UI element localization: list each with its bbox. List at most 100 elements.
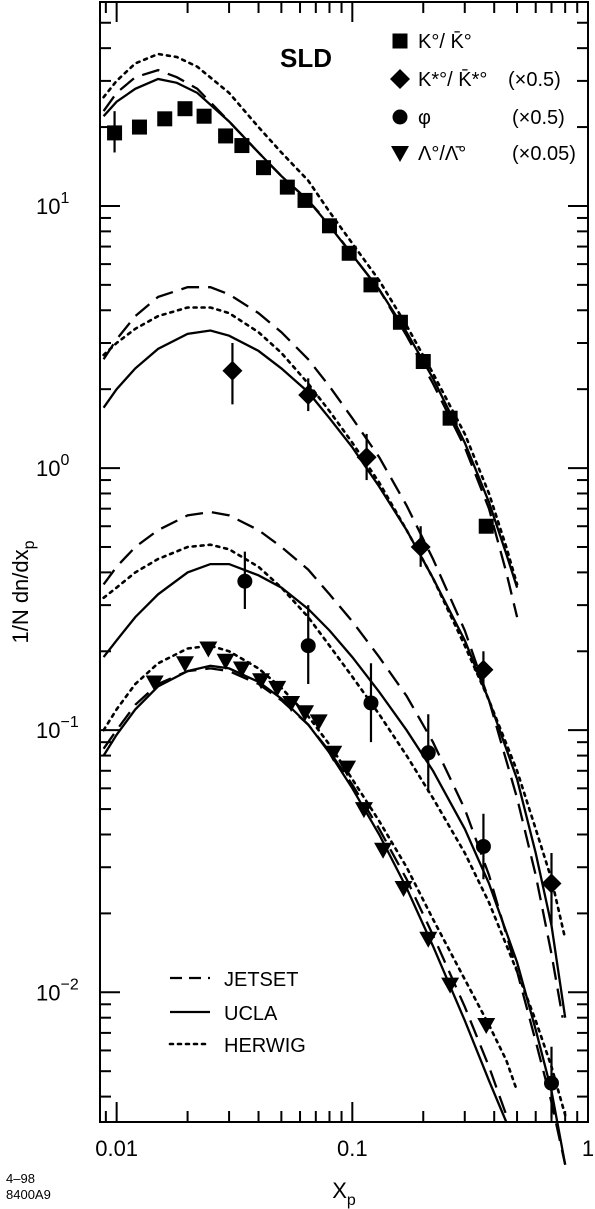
data-point [338,760,357,777]
data-point [309,714,328,731]
legend-marker [391,146,409,162]
y-tick-base: 10 [36,194,60,219]
x-axis-title-main: X [332,1178,347,1203]
legend-scale: (×0.5) [508,69,561,91]
data-point [131,119,147,135]
legend-model-label: UCLA [224,1003,278,1025]
data-point [157,111,173,127]
legend-model-herwig: HERWIG [168,1035,306,1057]
data-point [297,192,313,208]
data-point [363,695,379,711]
data-point [199,641,218,658]
curve-jetset-lambda [102,667,508,1116]
data-point [216,653,235,670]
legend-model-ucla: UCLA [170,1003,278,1025]
legend-label: φ [418,107,431,129]
y-tick-label: 101 [36,190,69,219]
y-axis-title: 1/N dn/dxp [8,540,38,643]
y-axis-title-sub: p [21,540,38,549]
data-point [321,218,337,234]
y-tick-exponent: −2 [60,976,78,993]
data-point [324,745,343,762]
data-point [442,410,458,426]
data-point [300,638,316,654]
curve-herwig-lambda [102,644,519,1093]
data-point [419,931,438,948]
x-tick-label: 0.1 [337,1136,368,1161]
data-point [473,659,494,680]
data-point [394,880,413,897]
data-point [282,695,301,712]
legend: K°/ K̄° K*°/ K̄*° (×0.5) φ (×0.5) Λ°/Λ̄° (×0.0… [168,30,576,1057]
data-point [374,842,393,859]
y-tick-exponent: 0 [60,452,69,469]
data-point [363,277,379,293]
plot-frame [99,1,589,1123]
series-kstar [222,343,562,926]
legend-model-label: HERWIG [224,1035,306,1057]
curve-ucla-phi [102,562,567,1165]
data-point [232,661,251,678]
data-point [441,977,460,994]
data-point [410,536,431,557]
data-point [298,385,319,406]
legend-entry-kstar: K*°/ K̄*° (×0.5) [390,68,561,91]
curve-herwig-k0 [102,52,519,586]
legend-label: Λ°/Λ̄° [418,143,466,165]
legend-model-jetset: JETSET [170,969,298,991]
legend-entry-phi: φ (×0.5) [392,107,565,129]
y-axis-title-main: 1/N dn/dx [8,549,33,643]
series-lambda [145,641,496,1035]
data-point [252,673,271,690]
y-tick-label: 10−2 [36,976,79,1005]
legend-scale: (×0.05) [512,143,576,165]
data-point [475,838,491,854]
legend-label: K°/ K̄° [418,30,472,53]
figure-code-line-1: 4–98 [6,1171,35,1186]
data-points [107,101,562,1119]
legend-model-label: JETSET [224,969,298,991]
data-point [175,656,194,673]
curve-herwig-kstar [102,306,567,941]
data-point [341,245,357,261]
legend-marker [392,109,408,125]
data-point [477,1018,496,1035]
figure-code-line-2: 8400A9 [6,1187,51,1202]
data-point [196,108,212,124]
y-tick-exponent: 1 [60,190,69,207]
x-axis-title-sub: p [347,1192,356,1209]
legend-label: K*°/ K̄*° [418,68,487,91]
y-tick-label: 100 [36,452,69,481]
data-point [177,101,193,117]
data-point [107,125,123,141]
data-point [279,179,295,195]
curve-ucla-kstar [102,329,567,1018]
curve-herwig-phi [102,543,567,1117]
data-point [392,314,408,330]
y-tick-base: 10 [36,456,60,481]
data-point [237,573,253,589]
legend-scale: (×0.5) [512,107,565,129]
y-tick-label: 10−1 [36,714,79,743]
data-point [478,518,494,534]
series-k0 [107,101,494,534]
data-point [222,360,243,381]
data-point [543,1075,559,1091]
data-point [420,745,436,761]
experiment-label: SLD [280,43,332,73]
data-point [356,447,377,468]
x-axis-title: Xp [332,1178,356,1209]
data-point [541,873,562,894]
curve-jetset-kstar [102,286,564,1018]
series-phi [237,551,559,1119]
legend-entry-lambda: Λ°/Λ̄° (×0.05) [391,143,576,165]
data-point [354,802,373,819]
data-point [256,160,272,176]
data-point [296,705,315,722]
data-point [145,675,164,692]
x-tick-label: 0.01 [95,1136,138,1161]
x-tick-label: 1 [582,1136,594,1161]
